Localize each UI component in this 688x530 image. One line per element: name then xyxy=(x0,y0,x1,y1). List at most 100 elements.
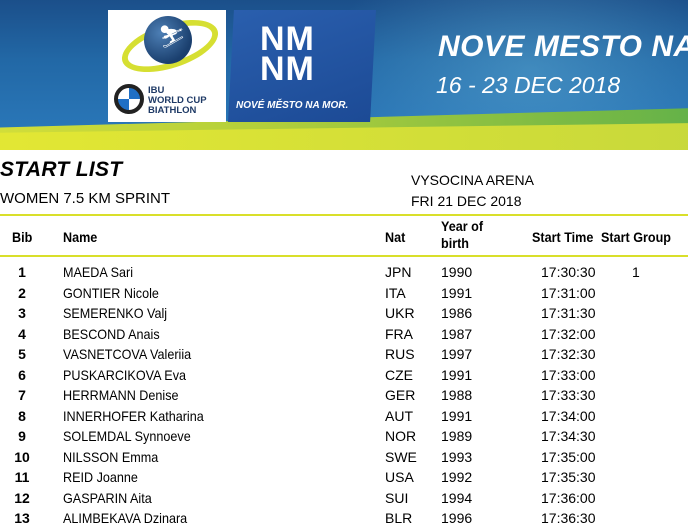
start-time-cell: 17:34:30 xyxy=(541,428,596,444)
nation-cell: SUI xyxy=(385,489,409,506)
bmw-roundel-icon xyxy=(114,84,144,114)
city-logo-caption: NOVÉ MĚSTO NA MOR. xyxy=(236,100,349,111)
nation-cell: GER xyxy=(385,387,416,403)
table-row: 12 GASPARIN Aita SUI 1994 17:36:00 xyxy=(0,488,688,509)
competition-date: FRI 21 DEC 2018 xyxy=(411,193,522,209)
nation-cell: RUS xyxy=(385,346,415,362)
athlete-name-cell: REID Joanne xyxy=(63,469,138,485)
birth-year-cell: 1991 xyxy=(441,284,473,301)
bib-cell: 9 xyxy=(18,428,26,444)
birth-year-cell: 1988 xyxy=(441,387,473,403)
start-time-cell: 17:36:30 xyxy=(541,510,596,526)
birth-year-cell: 1991 xyxy=(441,366,473,383)
start-time-cell: 17:32:30 xyxy=(541,346,596,362)
bib-cell: 3 xyxy=(18,305,26,321)
event-banner: ⛷ IBU WORLD CUP BIATHLON NM NM NOVÉ MĚST… xyxy=(0,0,688,150)
col-header-year: Year of birth xyxy=(441,218,484,251)
table-row: 3 SEMERENKO Valj UKR 1986 17:31:30 xyxy=(0,303,688,324)
nove-mesto-logo: NM NM NOVÉ MĚSTO NA MOR. xyxy=(228,10,376,122)
athlete-name-cell: VASNETCOVA Valeriia xyxy=(63,346,192,362)
nation-cell: BLR xyxy=(385,510,413,526)
birth-year-cell: 1992 xyxy=(441,469,473,485)
start-time-cell: 17:33:30 xyxy=(541,387,596,403)
nation-cell: FRA xyxy=(385,325,413,342)
athlete-name-cell: MAEDA Sari xyxy=(63,264,134,280)
table-header-divider xyxy=(0,255,688,257)
col-header-start-time: Start Time xyxy=(532,229,594,245)
header-divider xyxy=(0,214,688,216)
birth-year-cell: 1994 xyxy=(441,489,473,506)
table-row: 8 INNERHOFER Katharina AUT 1991 17:34:00 xyxy=(0,406,688,427)
col-header-name: Name xyxy=(63,229,98,245)
start-list-table: 1 MAEDA Sari JPN 1990 17:30:30 1 2 GONTI… xyxy=(0,262,688,529)
start-time-cell: 17:30:30 xyxy=(541,264,596,280)
nation-cell: NOR xyxy=(385,428,417,444)
bib-cell: 12 xyxy=(14,489,30,506)
competition-name: WOMEN 7.5 KM SPRINT xyxy=(0,190,171,207)
bib-cell: 2 xyxy=(18,284,26,301)
start-time-cell: 17:31:30 xyxy=(541,305,596,321)
venue-name: VYSOCINA ARENA xyxy=(411,172,534,188)
table-row: 7 HERRMANN Denise GER 1988 17:33:30 xyxy=(0,385,688,406)
bib-cell: 8 xyxy=(18,407,26,424)
start-time-cell: 17:33:00 xyxy=(541,366,596,383)
start-time-cell: 17:35:00 xyxy=(541,448,596,465)
table-row: 1 MAEDA Sari JPN 1990 17:30:30 1 xyxy=(0,262,688,283)
nation-cell: JPN xyxy=(385,264,412,280)
bib-cell: 7 xyxy=(18,387,26,403)
table-row: 10 NILSSON Emma SWE 1993 17:35:00 xyxy=(0,447,688,468)
athlete-name-cell: GONTIER Nicole xyxy=(63,284,159,301)
bib-cell: 6 xyxy=(18,366,26,383)
athlete-name-cell: BESCOND Anais xyxy=(63,325,160,342)
bib-cell: 13 xyxy=(14,510,30,526)
table-row: 9 SOLEMDAL Synnoeve NOR 1989 17:34:30 xyxy=(0,426,688,447)
start-time-cell: 17:36:00 xyxy=(541,489,596,506)
nation-cell: USA xyxy=(385,469,414,485)
athlete-name-cell: ALIMBEKAVA Dzinara xyxy=(63,510,188,526)
city-logo-mark: NM NM xyxy=(260,20,315,88)
birth-year-cell: 1997 xyxy=(441,346,473,362)
nation-cell: SWE xyxy=(385,448,417,465)
event-title: NOVE MESTO NA MOR xyxy=(438,30,688,63)
table-row: 6 PUSKARCIKOVA Eva CZE 1991 17:33:00 xyxy=(0,365,688,386)
bib-cell: 4 xyxy=(18,325,26,342)
birth-year-cell: 1989 xyxy=(441,428,473,444)
col-header-nat: Nat xyxy=(385,229,406,245)
event-dates: 16 - 23 DEC 2018 xyxy=(436,72,621,98)
start-time-cell: 17:31:00 xyxy=(541,284,596,301)
athlete-name-cell: SEMERENKO Valj xyxy=(63,305,168,321)
table-row: 13 ALIMBEKAVA Dzinara BLR 1996 17:36:30 xyxy=(0,508,688,529)
athlete-name-cell: GASPARIN Aita xyxy=(63,489,152,506)
nation-cell: AUT xyxy=(385,407,413,424)
birth-year-cell: 1993 xyxy=(441,448,473,465)
document-title: START LIST xyxy=(0,158,123,181)
ibu-world-cup-logo: ⛷ IBU WORLD CUP BIATHLON xyxy=(108,9,226,122)
start-time-cell: 17:34:00 xyxy=(541,407,596,424)
table-row: 11 REID Joanne USA 1992 17:35:30 xyxy=(0,467,688,488)
skier-icon: ⛷ xyxy=(158,24,186,49)
athlete-name-cell: NILSSON Emma xyxy=(63,448,159,465)
birth-year-cell: 1987 xyxy=(441,325,473,342)
birth-year-cell: 1991 xyxy=(441,407,473,424)
bib-cell: 5 xyxy=(18,346,26,362)
athlete-name-cell: INNERHOFER Katharina xyxy=(63,407,204,424)
bib-cell: 1 xyxy=(18,264,26,280)
ibu-logo-text: IBU WORLD CUP BIATHLON xyxy=(148,85,207,116)
bib-cell: 10 xyxy=(14,448,30,465)
globe-skier-icon xyxy=(144,16,192,64)
nation-cell: ITA xyxy=(385,284,406,301)
birth-year-cell: 1996 xyxy=(441,510,473,526)
table-row: 2 GONTIER Nicole ITA 1991 17:31:00 xyxy=(0,283,688,304)
start-time-cell: 17:35:30 xyxy=(541,469,596,485)
start-group-cell: 1 xyxy=(632,264,640,280)
birth-year-cell: 1990 xyxy=(441,264,473,280)
bib-cell: 11 xyxy=(14,469,30,485)
athlete-name-cell: SOLEMDAL Synnoeve xyxy=(63,428,191,444)
athlete-name-cell: PUSKARCIKOVA Eva xyxy=(63,366,187,383)
start-time-cell: 17:32:00 xyxy=(541,325,596,342)
col-header-start-group: Start Group xyxy=(601,229,672,245)
nation-cell: CZE xyxy=(385,366,413,383)
birth-year-cell: 1986 xyxy=(441,305,473,321)
col-header-bib: Bib xyxy=(12,229,33,245)
table-row: 4 BESCOND Anais FRA 1987 17:32:00 xyxy=(0,324,688,345)
